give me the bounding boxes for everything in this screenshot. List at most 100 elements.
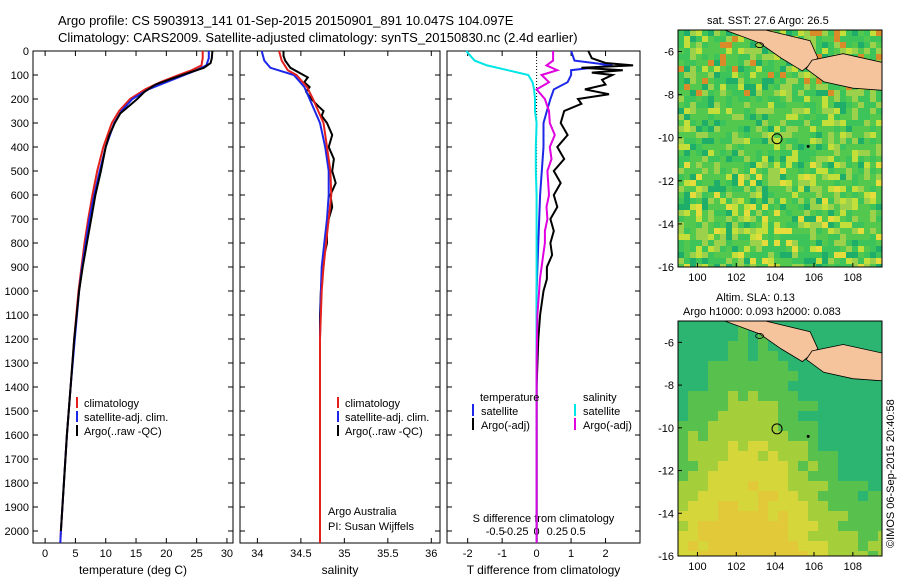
map-cell (720, 90, 726, 96)
map-cell (688, 461, 698, 471)
map-cell (828, 240, 834, 246)
map-cell (774, 264, 780, 267)
map-cell (720, 192, 726, 198)
map-cell (756, 102, 762, 108)
map-cell (878, 411, 882, 421)
map-cell (748, 541, 758, 551)
map-cell (834, 42, 840, 48)
map-cell (792, 186, 798, 192)
x-tick-label: 30 (221, 548, 233, 560)
legend-label: Argo(..raw -QC) (84, 426, 162, 438)
map-cell (678, 331, 688, 341)
map-cell (768, 120, 774, 126)
map-cell (780, 258, 786, 264)
y-tick-label: 400 (11, 142, 29, 154)
map-cell (678, 72, 684, 78)
map-cell (750, 84, 756, 90)
map-cell (756, 240, 762, 246)
map-cell (714, 42, 720, 48)
map-cell (750, 120, 756, 126)
map-cell (732, 216, 738, 222)
map-cell (834, 168, 840, 174)
map-cell (816, 180, 822, 186)
map-cell (870, 180, 876, 186)
map-cell (738, 48, 744, 54)
x-axis-label: T difference from climatology (467, 563, 621, 577)
map-cell (708, 234, 714, 240)
map-cell (738, 391, 748, 401)
map-cell (828, 126, 834, 132)
map-cell (798, 258, 804, 264)
map-cell (828, 210, 834, 216)
map-cell (750, 48, 756, 54)
map-cell (838, 451, 848, 461)
map-cell (840, 192, 846, 198)
map-cell (768, 246, 774, 252)
map-cell (858, 126, 864, 132)
map-cell (846, 42, 852, 48)
map-cell (756, 168, 762, 174)
map-cell (696, 210, 702, 216)
map-cell (714, 84, 720, 90)
map-cell (688, 501, 698, 511)
map-cell (720, 54, 726, 60)
map-cell (798, 391, 808, 401)
map-cell (852, 204, 858, 210)
map-cell (678, 391, 688, 401)
map-cell (698, 441, 708, 451)
map-cell (720, 222, 726, 228)
map-cell (834, 252, 840, 258)
map-cell (744, 246, 750, 252)
map-cell (684, 36, 690, 42)
map-cell (714, 216, 720, 222)
map-cell (774, 96, 780, 102)
map-cell (840, 162, 846, 168)
map-cell (758, 511, 768, 521)
map-cell (780, 204, 786, 210)
map-cell (846, 252, 852, 258)
map-cell (718, 351, 728, 361)
map-cell (756, 48, 762, 54)
map-cell (708, 48, 714, 54)
map-cell (732, 234, 738, 240)
map-cell (804, 180, 810, 186)
map-cell (804, 102, 810, 108)
map-cell (816, 48, 822, 54)
map-cell (810, 180, 816, 186)
map-cell (870, 30, 876, 36)
map-cell (816, 42, 822, 48)
y-tick-label: -16 (658, 262, 674, 274)
map-cell (714, 126, 720, 132)
map-cell (792, 264, 798, 267)
map-cell (702, 156, 708, 162)
map-cell (822, 132, 828, 138)
map-cell (732, 96, 738, 102)
map-cell (702, 186, 708, 192)
map-cell (848, 511, 858, 521)
map-cell (816, 30, 822, 36)
y-tick-label: 1300 (5, 358, 29, 370)
map-cell (678, 431, 688, 441)
map-cell (690, 156, 696, 162)
map-cell (868, 411, 878, 421)
map-cell (876, 180, 882, 186)
map-cell (744, 96, 750, 102)
map-cell (834, 264, 840, 267)
map-cell (696, 222, 702, 228)
map-cell (738, 531, 748, 541)
map-cell (798, 216, 804, 222)
map-cell (878, 511, 882, 521)
map-cell (726, 36, 732, 42)
map-cell (828, 321, 838, 331)
map-cell (738, 66, 744, 72)
x-tick-label: 0 (534, 548, 540, 560)
map-cell (822, 84, 828, 90)
map-cell (678, 216, 684, 222)
map-cell (858, 246, 864, 252)
map-cell (828, 511, 838, 521)
map-cell (678, 451, 688, 461)
map-cell (718, 511, 728, 521)
map-cell (702, 144, 708, 150)
map-cell (852, 180, 858, 186)
map-cell (876, 114, 882, 120)
